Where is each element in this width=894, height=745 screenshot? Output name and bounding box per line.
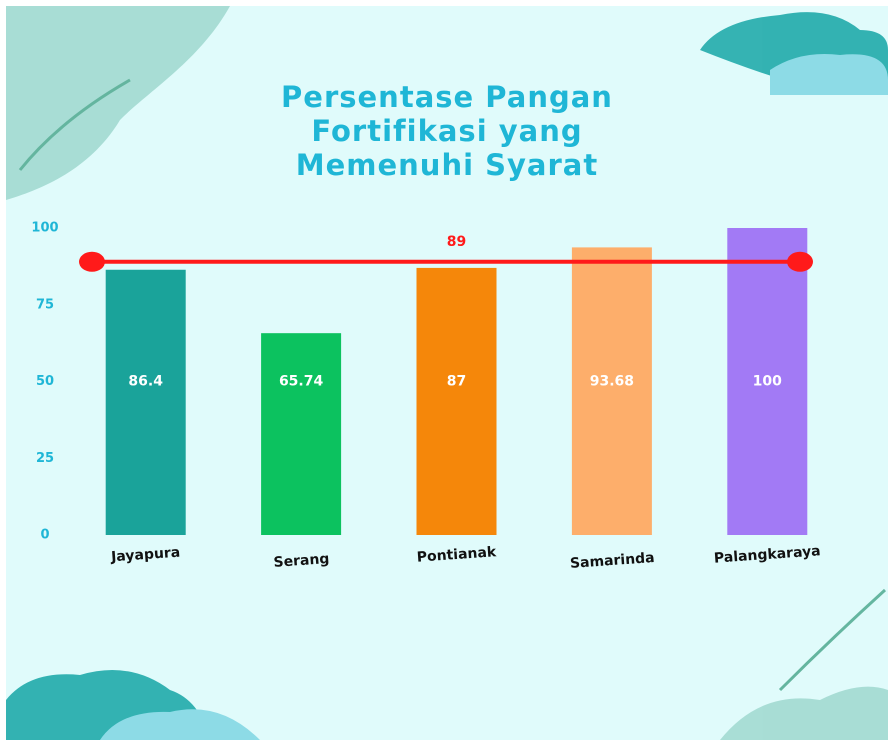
value-label: 87 [447,374,466,390]
bar [571,247,652,535]
value-label: 65.74 [279,374,324,390]
x-tick-label: Palangkaraya [713,543,821,566]
value-label: 86.4 [128,374,163,390]
y-tick-label: 75 [36,297,54,312]
y-tick-label: 25 [36,451,54,466]
x-tick-label: Samarinda [570,550,656,572]
x-tick-label: Jayapura [110,545,181,566]
x-tick-label: Pontianak [416,544,497,566]
decoration [6,6,888,740]
value-label: 93.68 [590,374,634,390]
bar [727,228,808,535]
y-tick-label: 0 [40,528,49,543]
reference-label: 89 [447,234,466,250]
bar [105,269,186,535]
reference-end [79,251,105,272]
reference-end [787,251,813,272]
x-tick-label: Serang [273,551,330,571]
y-tick-label: 50 [36,374,54,389]
value-label: 100 [753,374,782,390]
chart-title: Persentase Pangan Fortifikasi yang Memen… [281,80,613,182]
bar [261,333,342,535]
y-tick-label: 100 [31,221,58,236]
bar [416,267,497,535]
